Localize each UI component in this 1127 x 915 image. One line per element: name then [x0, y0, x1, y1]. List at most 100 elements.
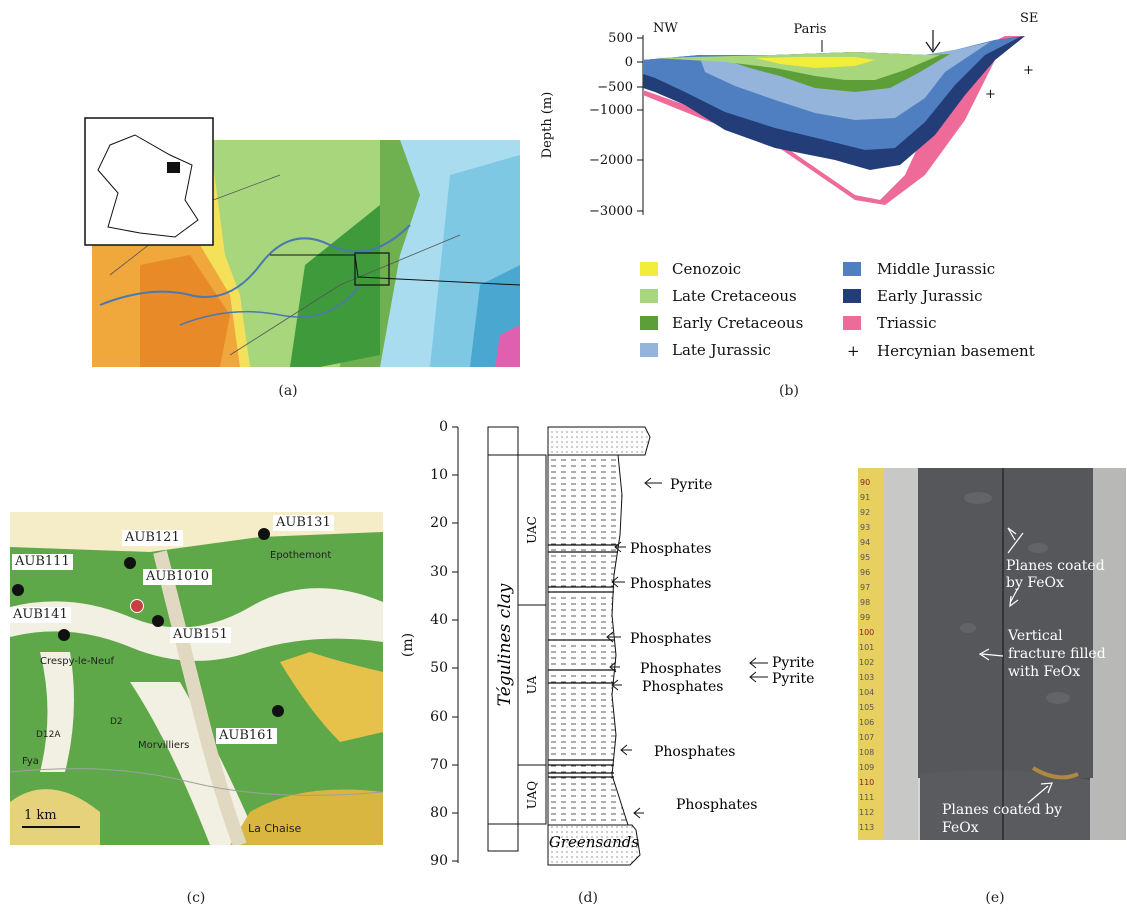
- nw-label: NW: [653, 21, 678, 36]
- ruler-tick: 107: [859, 733, 875, 742]
- legend-label-late-cretaceous: Late Cretaceous: [672, 287, 797, 305]
- ytick-minus-500: −500: [597, 80, 633, 95]
- ruler-tick: 90: [860, 478, 871, 487]
- core-note-fracture-line3: with FeOx: [1008, 664, 1081, 680]
- caption-d: (d): [578, 890, 598, 906]
- ruler-tick: 102: [859, 658, 875, 667]
- well-label-aub1010: AUB1010: [143, 569, 212, 585]
- log-ytick-80: 80: [430, 805, 448, 821]
- ytick-minus-3000: −3000: [589, 204, 633, 219]
- well-dot-aub131[interactable]: [258, 528, 270, 540]
- well-label-aub161: AUB161: [216, 728, 277, 744]
- well-label-aub141: AUB141: [10, 607, 71, 623]
- annotation-phosphates-1: Phosphates: [630, 541, 711, 557]
- annotation-phosphates-5: Phosphates: [642, 679, 723, 695]
- ruler-tick: 98: [860, 598, 871, 607]
- legend-label-hercynian: Hercynian basement: [877, 342, 1035, 360]
- legend-swatch-cenozoic: [640, 262, 658, 276]
- well-dot-aub1010[interactable]: [130, 599, 144, 613]
- panel-d-strat-log: 0 10 20 30 40 50 60 70 80 90 (m) Tégulin…: [400, 415, 820, 875]
- annotation-pyrite-1: Pyrite: [670, 477, 712, 493]
- legend-label-triassic: Triassic: [877, 314, 937, 332]
- ruler-tick: 111: [859, 793, 875, 802]
- place-la-chaise: La Chaise: [248, 822, 302, 835]
- place-d12a: D12A: [36, 730, 61, 740]
- ytick-500: 500: [608, 31, 633, 46]
- legend-label-cenozoic: Cenozoic: [672, 260, 741, 278]
- place-crespy: Crespy-le-Neuf: [40, 656, 114, 667]
- log-ytick-50: 50: [430, 660, 448, 676]
- strat-log-chart: 0 10 20 30 40 50 60 70 80 90 (m) Tégulin…: [400, 419, 814, 869]
- ruler-tick: 110: [859, 778, 875, 787]
- log-y-axis-label: (m): [400, 633, 416, 657]
- ruler-tick: 101: [859, 643, 875, 652]
- ruler-tick: 93: [860, 523, 871, 532]
- ruler-tick: 112: [859, 808, 875, 817]
- well-dot-aub141[interactable]: [58, 629, 70, 641]
- core-note-fracture-line1: Vertical: [1008, 628, 1063, 644]
- annotation-phosphates-2: Phosphates: [630, 576, 711, 592]
- annotation-phosphates-4: Phosphates: [640, 661, 721, 677]
- place-epothemont: Epothemont: [270, 550, 332, 561]
- annotation-pyrite-3: Pyrite: [772, 671, 814, 687]
- log-ytick-90: 90: [430, 853, 448, 869]
- ruler-tick: 109: [859, 763, 875, 772]
- panel-e-core-photo: 90 91 92 93 94 95 96 97 98 99 100 101 10…: [858, 468, 1126, 840]
- log-ytick-20: 20: [430, 515, 448, 531]
- well-label-aub111: AUB111: [12, 554, 73, 570]
- well-label-aub121: AUB121: [122, 530, 183, 546]
- ruler-tick: 113: [859, 823, 875, 832]
- legend: Cenozoic Late Cretaceous Early Cretaceou…: [640, 260, 1035, 360]
- well-dot-aub111[interactable]: [12, 584, 24, 596]
- caption-b: (b): [779, 383, 799, 399]
- ruler-tick: 92: [860, 508, 871, 517]
- unit-label-ua: UA: [525, 675, 539, 694]
- ytick-minus-1000: −1000: [589, 103, 633, 118]
- ruler-tick: 91: [860, 493, 871, 502]
- caption-a: (a): [278, 383, 298, 399]
- log-ytick-40: 40: [430, 612, 448, 628]
- legend-swatch-early-cretaceous: [640, 316, 658, 330]
- panel-b-cross-section: 500 0 −500 −1000 −2000 −3000 Depth (m) P…: [525, 0, 1065, 370]
- well-dot-aub121[interactable]: [124, 557, 136, 569]
- scale-bar-label: 1 km: [24, 808, 57, 823]
- well-dot-aub151[interactable]: [152, 615, 164, 627]
- ruler-tick: 108: [859, 748, 875, 757]
- basement-plus-1: +: [1023, 63, 1034, 78]
- ruler-tick: 99: [860, 613, 871, 622]
- core-note-planes-2-line2: FeOx: [942, 820, 979, 836]
- legend-marker-hercynian: +: [847, 342, 860, 360]
- log-ytick-60: 60: [430, 709, 448, 725]
- unit-label-uaq: UAQ: [525, 781, 539, 809]
- formation-label: Tégulines clay: [495, 583, 515, 706]
- core-note-planes-1: Planes coated by FeOx: [1006, 558, 1105, 591]
- ruler-tick: 104: [859, 688, 875, 697]
- well-dot-aub161[interactable]: [272, 705, 284, 717]
- core-note-planes-2-line1: Planes coated by: [942, 802, 1062, 818]
- se-label: SE: [1020, 11, 1038, 26]
- legend-label-early-jurassic: Early Jurassic: [877, 287, 982, 305]
- log-ytick-30: 30: [430, 564, 448, 580]
- legend-label-early-cretaceous: Early Cretaceous: [672, 314, 803, 332]
- legend-swatch-late-cretaceous: [640, 289, 658, 303]
- ruler-tick: 106: [859, 718, 875, 727]
- legend-label-middle-jurassic: Middle Jurassic: [877, 260, 995, 278]
- legend-swatch-middle-jurassic: [843, 262, 861, 276]
- legend-swatch-late-jurassic: [640, 343, 658, 357]
- well-label-aub131: AUB131: [273, 515, 334, 531]
- y-axis-label: Depth (m): [540, 92, 555, 159]
- ytick-0: 0: [625, 55, 633, 70]
- ruler-tick: 105: [859, 703, 875, 712]
- legend-label-late-jurassic: Late Jurassic: [672, 341, 771, 359]
- legend-swatch-early-jurassic: [843, 289, 861, 303]
- ruler-tick: 96: [860, 568, 871, 577]
- panel-c-well-map: AUB131 AUB121 AUB111 AUB1010 AUB141 AUB1…: [10, 512, 383, 845]
- geological-map: [84, 117, 521, 367]
- greensands-label: Greensands: [549, 833, 639, 851]
- ruler-tick: 97: [860, 583, 871, 592]
- ruler-tick: 94: [860, 538, 871, 547]
- paris-label: Paris: [794, 22, 827, 37]
- unit-label-uac: UAC: [525, 516, 539, 544]
- ruler: 90 91 92 93 94 95 96 97 98 99 100 101 10…: [858, 468, 884, 840]
- down-arrow-icon: [925, 30, 941, 54]
